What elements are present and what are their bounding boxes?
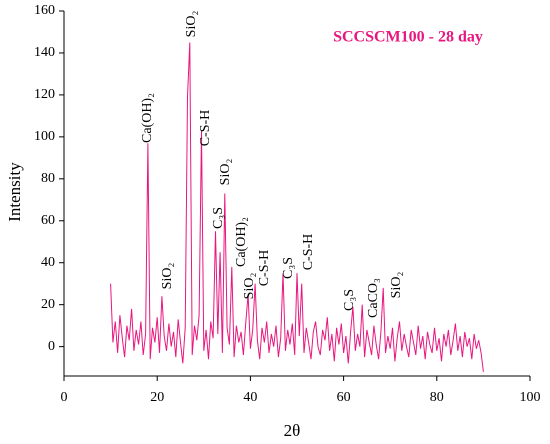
y-tick-label: 100	[34, 129, 55, 144]
peak-label: SiO₂	[242, 273, 257, 300]
y-tick-label: 120	[34, 87, 55, 102]
x-tick-label: 0	[61, 390, 68, 405]
peak-label: C-S-H	[301, 234, 316, 271]
data-line	[110, 42, 484, 372]
peak-label: CaCO₃	[366, 278, 381, 318]
peak-label: SiO₂	[389, 272, 404, 299]
y-axis-label: Intensity	[5, 162, 24, 222]
y-tick-label: 140	[34, 45, 55, 60]
peak-label: C₃S	[281, 257, 296, 279]
y-tick-label: 60	[41, 213, 55, 228]
y-tick-label: 20	[41, 297, 55, 312]
peak-label: Ca(OH)₂	[234, 217, 249, 267]
peak-label: SiO₂	[218, 159, 233, 186]
y-tick-label: 80	[41, 171, 55, 186]
peak-label: Ca(OH)₂	[140, 93, 155, 143]
peak-label: C-S-H	[198, 110, 213, 147]
peak-label: C-S-H	[257, 250, 272, 287]
y-tick-label: 0	[48, 339, 55, 354]
x-tick-label: 20	[150, 390, 164, 405]
x-tick-label: 60	[337, 390, 351, 405]
x-tick-label: 40	[243, 390, 257, 405]
peak-label: SiO₂	[160, 263, 175, 290]
y-tick-label: 40	[41, 255, 55, 270]
x-tick-label: 100	[520, 390, 541, 405]
peak-label: C₃S	[211, 207, 226, 229]
x-axis-label: 2θ	[284, 421, 301, 440]
peak-label: C₃S	[342, 289, 357, 311]
chart-title: SCCSCM100 - 28 day	[333, 29, 483, 46]
y-tick-label: 160	[34, 3, 55, 18]
peak-label: SiO₂	[184, 11, 199, 38]
x-tick-label: 80	[430, 390, 444, 405]
